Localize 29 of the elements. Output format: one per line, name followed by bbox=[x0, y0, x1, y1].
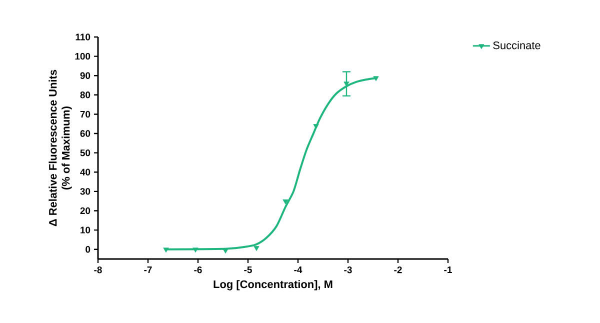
x-axis-title: Log [Concentration], M bbox=[214, 280, 332, 290]
y-tick-label: 0 bbox=[86, 246, 90, 253]
y-tick-label: 100 bbox=[75, 52, 90, 60]
point bbox=[373, 76, 379, 82]
y-tick-label: 110 bbox=[76, 34, 90, 40]
y-tick-label: 80 bbox=[80, 92, 90, 98]
x-tick-label: -2 bbox=[394, 266, 402, 274]
y-tick-label: 20 bbox=[80, 207, 90, 214]
point bbox=[192, 248, 198, 253]
y-tick-label: 50 bbox=[80, 149, 90, 156]
x-tick-label: -5 bbox=[244, 266, 252, 274]
x-tick-label: -7 bbox=[144, 266, 152, 274]
x-tick-label: -1 bbox=[444, 266, 452, 274]
y-tick-label: 70 bbox=[80, 110, 90, 118]
point bbox=[313, 124, 319, 129]
y-tick-label: 90 bbox=[80, 72, 90, 79]
x-tick-label: -4 bbox=[294, 266, 302, 274]
y-axis-title: Δ Relative Fluorescence Units (% of Maximum) bbox=[48, 70, 72, 226]
legend-label: Succinate bbox=[493, 41, 540, 50]
point bbox=[163, 248, 169, 253]
y-tick-label: 10 bbox=[80, 226, 90, 234]
x-tick-label: -3 bbox=[344, 266, 352, 274]
y-tick-label: 60 bbox=[80, 130, 90, 137]
point bbox=[282, 199, 288, 204]
x-tick-label: -8 bbox=[94, 266, 102, 274]
x-tick-label: -6 bbox=[194, 266, 202, 274]
point bbox=[254, 246, 260, 251]
y-tick-label: 30 bbox=[80, 188, 90, 195]
y-tick-label: 40 bbox=[80, 168, 90, 176]
